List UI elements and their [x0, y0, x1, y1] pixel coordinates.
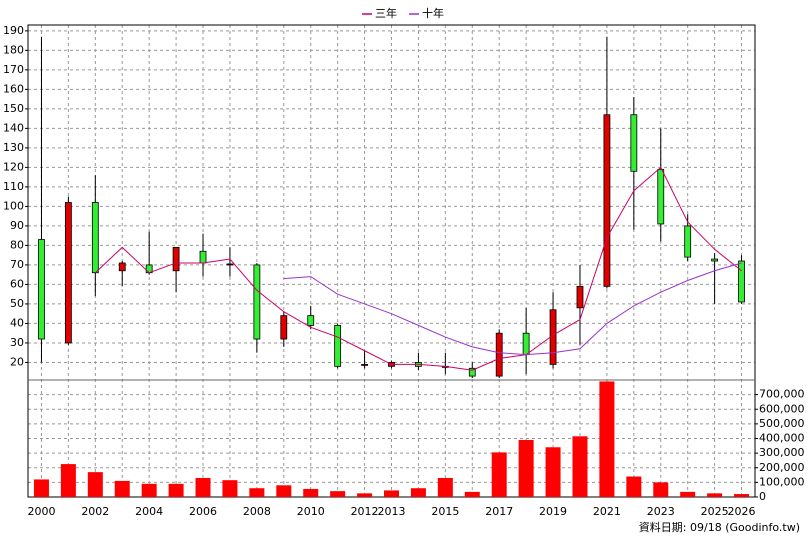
candle-body [334, 324, 342, 367]
y-tick-label: 110 [3, 180, 24, 193]
y2-tick-label: 400,000 [759, 432, 805, 445]
volume-bar [410, 488, 426, 497]
candle-body [280, 315, 288, 340]
volume-bar [303, 488, 319, 497]
candle-body [738, 260, 745, 303]
y-tick-label: 150 [3, 102, 24, 115]
legend-label: 三年 [375, 6, 397, 20]
x-tick-label: 2019 [539, 505, 567, 518]
x-tick-label: 2021 [593, 505, 621, 518]
x-tick-label: 2015 [431, 505, 459, 518]
volume-bar [653, 482, 669, 497]
y2-tick-label: 600,000 [759, 402, 805, 415]
volume-bar [572, 436, 588, 497]
y-tick-label: 70 [10, 258, 24, 271]
x-tick-label: 2017 [485, 505, 513, 518]
candle-body [64, 202, 72, 344]
y-tick-label: 20 [10, 355, 24, 368]
y-tick-label: 50 [10, 297, 24, 310]
y-tick-label: 180 [3, 43, 24, 56]
x-tick-label: 2002 [81, 505, 109, 518]
volume-bar [707, 493, 723, 497]
volume-bar [87, 472, 103, 497]
candle-body [576, 285, 584, 309]
volume-bar [60, 464, 76, 497]
candle-body [226, 263, 234, 266]
candle-body [38, 239, 45, 340]
y-tick-label: 120 [3, 160, 24, 173]
candle-body [630, 114, 638, 172]
volume-bar [464, 491, 480, 497]
y2-tick-label: 200,000 [759, 461, 805, 474]
volume-bar [168, 483, 184, 497]
candle-body [711, 258, 719, 262]
candle-body [361, 363, 368, 366]
footnote: 資料日期: 09/18 (Goodinfo.tw) [639, 520, 800, 534]
volume-bar [491, 452, 507, 497]
volume-bar [330, 491, 346, 497]
volume-bar [599, 381, 615, 497]
candle-body [657, 168, 665, 225]
y-tick-label: 190 [3, 24, 24, 37]
candle-body [603, 114, 611, 287]
volume-bar [249, 488, 265, 497]
legend-label: 十年 [422, 6, 444, 20]
candle-body [495, 332, 503, 377]
candle-body [522, 332, 530, 356]
volume-bar [33, 479, 49, 497]
candle-body [118, 262, 126, 272]
x-tick-label: 2026 [728, 505, 756, 518]
volume-bar [141, 483, 157, 497]
x-tick-label: 2023 [647, 505, 675, 518]
y-tick-label: 140 [3, 121, 24, 134]
candle-body [199, 250, 207, 264]
candle-body [307, 315, 315, 326]
y2-tick-label: 500,000 [759, 417, 805, 430]
y-tick-label: 80 [10, 238, 24, 251]
volume-bar [384, 490, 399, 497]
candle-body [684, 225, 692, 258]
x-tick-label: 2025 [701, 505, 729, 518]
volume-bar [545, 447, 561, 497]
volume-bar [680, 491, 696, 497]
y-tick-label: 160 [3, 82, 24, 95]
y-tick-label: 90 [10, 219, 24, 232]
ma-line [283, 262, 742, 356]
candle-body [172, 246, 180, 272]
x-tick-label: 2000 [27, 505, 55, 518]
x-tick-label: 2004 [135, 505, 163, 518]
y-tick-label: 60 [10, 277, 24, 290]
volume-bar [222, 480, 238, 497]
volume-bar [437, 477, 453, 497]
y-tick-label: 30 [10, 336, 24, 349]
volume-bar [195, 477, 211, 497]
x-tick-label: 2008 [243, 505, 271, 518]
volume-bar [357, 493, 373, 497]
volume-bar [626, 476, 642, 497]
candle-body [253, 264, 261, 340]
volume-bar [276, 485, 292, 497]
y2-tick-label: 0 [759, 490, 766, 503]
volume-bar [518, 439, 534, 497]
volume-bar [734, 494, 750, 497]
x-tick-label: 2012 [351, 505, 379, 518]
volume-bar [114, 480, 130, 497]
y2-tick-label: 300,000 [759, 446, 805, 459]
y-tick-label: 40 [10, 316, 24, 329]
candle-body [91, 202, 99, 274]
ma-line [94, 166, 742, 371]
y-tick-label: 100 [3, 199, 24, 212]
candle-body [468, 367, 476, 377]
y-tick-label: 130 [3, 141, 24, 154]
y2-tick-label: 700,000 [759, 388, 805, 401]
y-tick-label: 170 [3, 63, 24, 76]
x-tick-label: 2010 [297, 505, 325, 518]
y2-tick-label: 100,000 [759, 475, 805, 488]
x-tick-label: 2006 [189, 505, 217, 518]
x-tick-label: 2013 [378, 505, 406, 518]
